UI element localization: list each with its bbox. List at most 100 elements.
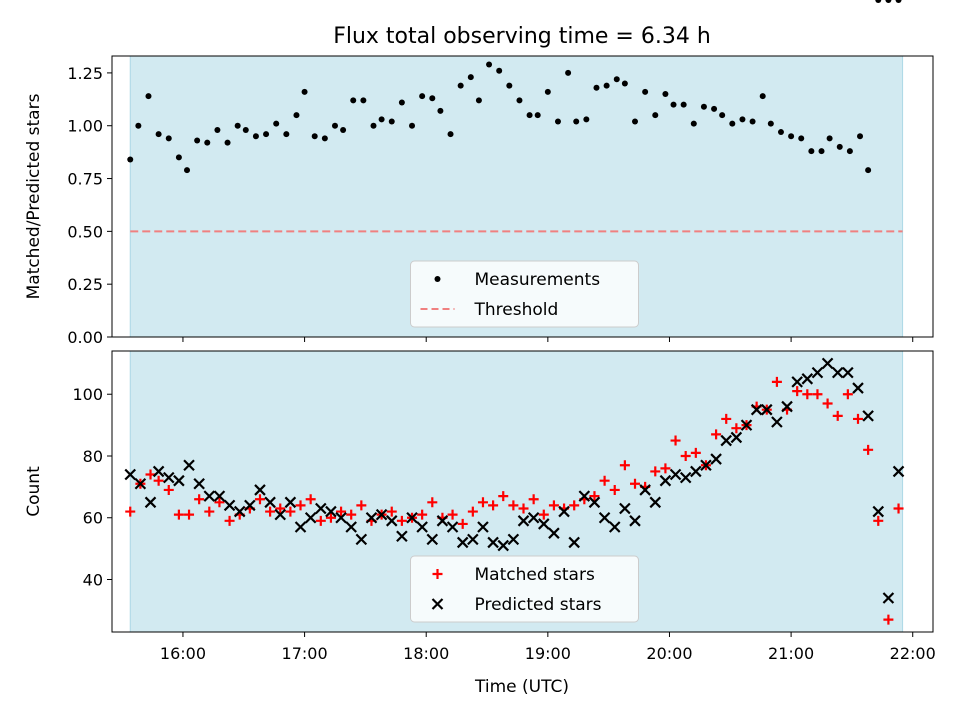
data-point [642, 88, 649, 95]
data-point [386, 506, 397, 517]
data-point [729, 120, 736, 127]
legend-box [410, 555, 639, 623]
data-point [419, 93, 426, 100]
data-point [544, 88, 551, 95]
data-point [507, 533, 520, 546]
data-point [375, 508, 388, 521]
data-point [700, 459, 712, 472]
data-point [475, 97, 482, 104]
data-point [875, 0, 882, 3]
data-point [224, 139, 231, 146]
data-point [700, 103, 707, 110]
data-point [852, 413, 863, 424]
data-point [659, 474, 672, 487]
y-tick-label: 0.50 [67, 222, 103, 241]
legend-marker [434, 276, 441, 282]
data-point [145, 469, 156, 480]
data-point [360, 97, 367, 104]
y-tick-label: 0.75 [67, 170, 103, 189]
data-point [649, 496, 662, 509]
data-point [589, 491, 600, 502]
legend-label: Predicted stars [475, 595, 602, 615]
data-point [613, 76, 620, 83]
data-point [739, 116, 746, 123]
data-point [632, 118, 639, 125]
data-point [336, 506, 347, 517]
data-point [558, 505, 570, 518]
data-point [173, 509, 184, 520]
data-point [446, 521, 459, 533]
data-point [554, 118, 561, 125]
data-point [254, 494, 265, 505]
data-point [573, 118, 580, 125]
data-point [203, 490, 216, 502]
legend-label: Matched stars [475, 565, 595, 585]
data-point [669, 468, 682, 481]
data-point [883, 614, 894, 625]
x-tick-label: 19:00 [525, 644, 571, 663]
data-point [152, 465, 165, 478]
data-point [771, 376, 782, 387]
legend-label: Threshold [474, 300, 559, 320]
data-point [294, 521, 307, 533]
series-predicted-stars [124, 357, 905, 604]
panel-ratio: 0.00 0.25 0.50 0.75 1.00 1.25 Matched/Predicte… [24, 0, 934, 347]
data-point [456, 536, 469, 549]
data-point [254, 484, 266, 496]
data-point [315, 515, 326, 526]
data-point [863, 444, 874, 455]
data-point [340, 126, 347, 133]
data-point [194, 137, 201, 144]
data-point [826, 135, 833, 142]
data-point [650, 466, 661, 477]
x-tick-label: 21:00 [768, 644, 814, 663]
data-point [516, 97, 523, 104]
data-point [569, 500, 580, 511]
data-point [183, 459, 195, 472]
data-point [680, 450, 691, 461]
data-point [760, 403, 773, 416]
data-point [808, 148, 815, 155]
x-tick-label: 18:00 [403, 644, 449, 663]
data-point [792, 386, 803, 397]
data-point [447, 509, 458, 520]
data-point [846, 148, 853, 155]
data-point [325, 505, 337, 518]
data-point [802, 389, 813, 400]
data-point [242, 126, 249, 133]
data-point [396, 530, 408, 543]
data-point [409, 122, 416, 129]
data-point [385, 515, 398, 527]
y-tick-label: 1.00 [67, 117, 103, 136]
data-point [273, 120, 280, 127]
data-point [488, 500, 499, 511]
data-point [447, 131, 454, 138]
data-point [396, 515, 407, 526]
data-point [224, 515, 235, 526]
data-point [284, 496, 297, 509]
data-point [193, 478, 205, 490]
data-point [690, 465, 702, 478]
data-point [204, 139, 211, 146]
data-point [821, 357, 834, 370]
data-point [457, 518, 468, 529]
data-point [275, 503, 286, 514]
data-point [578, 490, 591, 502]
data-point [836, 143, 843, 150]
data-point [660, 463, 671, 474]
data-point [163, 484, 174, 495]
data-point [862, 410, 874, 422]
data-point [538, 509, 549, 520]
data-point [283, 131, 290, 138]
data-point [609, 484, 620, 495]
data-point [801, 373, 814, 385]
data-point [293, 112, 300, 119]
data-point [670, 435, 681, 446]
data-point [630, 478, 641, 489]
data-point [406, 511, 418, 524]
data-point [335, 511, 347, 524]
data-point [355, 533, 368, 546]
data-point [528, 494, 539, 505]
data-point [565, 69, 572, 76]
